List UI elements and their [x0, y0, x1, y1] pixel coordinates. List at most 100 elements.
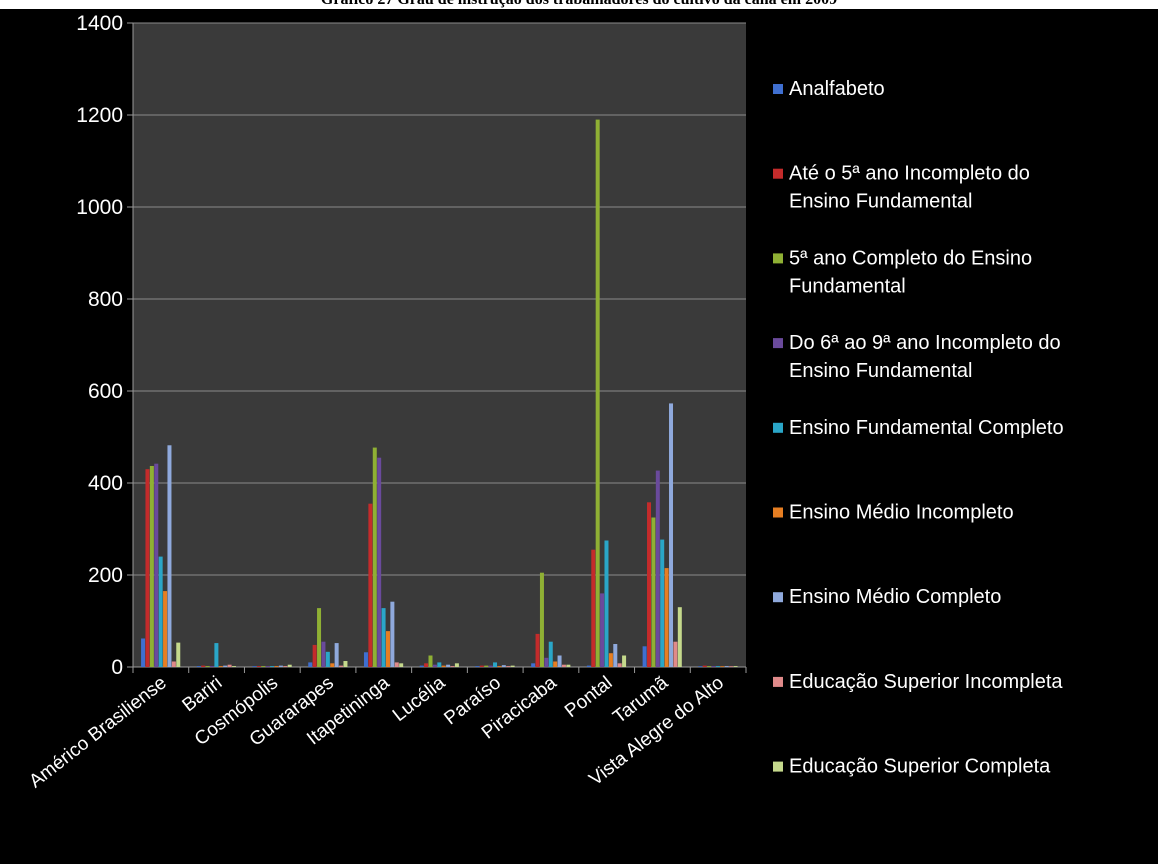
y-tick-label-800: 800 [88, 288, 123, 311]
bar-vista-alegre-do-alto-analfabeto [698, 666, 703, 667]
bar-americo-brasiliense-ensino-medio-completo [167, 445, 172, 667]
bar-piracicaba-ensino-fundamental-completo [548, 641, 553, 667]
bar-taruma-ensino-medio-incompleto [664, 568, 669, 667]
legend-item-ate-o-5-ano-incompleto-do-ensino-fundamental: Até o 5ª ano Incompleto do Ensino Fundame… [773, 163, 1030, 213]
bar-cosmopolis-educacao-superior-incompleta [283, 666, 288, 667]
bar-lucelia-educacao-superior-incompleta [450, 666, 455, 667]
bar-bariri-educacao-superior-incompleta [227, 664, 232, 667]
bar-taruma-educacao-superior-completa [677, 607, 682, 667]
bar-itapetininga-ensino-medio-completo [390, 601, 395, 667]
bar-americo-brasiliense-analfabeto [141, 638, 146, 667]
bar-paraiso-ate-o-5-ano-incompleto-do-ensino-fundamental [479, 665, 484, 667]
legend-label: Até o 5ª ano Incompleto do Ensino Fundame… [789, 163, 1030, 213]
legend-label: Ensino Médio Completo [789, 586, 1001, 608]
x-category-label-americo-brasiliense: Américo Brasiliense [25, 672, 170, 792]
legend-label: 5ª ano Completo do Ensino Fundamental [789, 247, 1032, 297]
bar-bariri-ensino-fundamental-completo [214, 643, 219, 667]
bar-guararapes-ensino-medio-completo [334, 643, 339, 667]
bar-itapetininga-analfabeto [363, 652, 368, 667]
legend-item-do-6-ao-9-ano-incompleto-do-ensino-fundamental: Do 6ª ao 9ª ano Incompleto do Ensino Fund… [773, 332, 1061, 382]
legend-label: Educação Superior Completa [789, 756, 1051, 778]
bar-americo-brasiliense-educacao-superior-completa [176, 642, 181, 667]
legend-swatch [773, 761, 783, 772]
bar-lucelia-ensino-medio-incompleto [441, 665, 446, 667]
bar-guararapes-do-6-ao-9-ano-incompleto-do-ensino-fundamental [321, 641, 326, 667]
bar-piracicaba-do-6-ao-9-ano-incompleto-do-ensino-fundamental [544, 657, 549, 667]
bar-lucelia-ate-o-5-ano-incompleto-do-ensino-fundamental [424, 663, 429, 667]
bar-cosmopolis-analfabeto [252, 666, 257, 667]
bar-paraiso-ensino-medio-completo [501, 665, 506, 667]
bar-itapetininga-educacao-superior-completa [399, 663, 404, 667]
legend-item-5-ano-completo-do-ensino-fundamental: 5ª ano Completo do Ensino Fundamental [773, 247, 1032, 297]
y-tick-label-400: 400 [88, 472, 123, 495]
bar-pontal-analfabeto [586, 665, 591, 667]
bar-americo-brasiliense-ensino-fundamental-completo [158, 556, 163, 667]
bar-guararapes-educacao-superior-completa [343, 661, 348, 667]
bar-lucelia-do-6-ao-9-ano-incompleto-do-ensino-fundamental [432, 664, 437, 667]
bar-taruma-educacao-superior-incompleta [673, 641, 678, 667]
bar-cosmopolis-ensino-medio-completo [278, 665, 283, 667]
bar-guararapes-5-ano-completo-do-ensino-fundamental [317, 608, 322, 667]
bar-itapetininga-ate-o-5-ano-incompleto-do-ensino-fundamental [368, 503, 373, 667]
bar-cosmopolis-ensino-medio-incompleto [274, 666, 279, 667]
x-category-label-lucelia: Lucélia [389, 672, 450, 726]
bar-americo-brasiliense-5-ano-completo-do-ensino-fundamental [149, 465, 154, 667]
y-tick-label-1000: 1000 [76, 196, 123, 219]
y-tick-label-200: 200 [88, 564, 123, 587]
bar-paraiso-ensino-fundamental-completo [493, 662, 498, 667]
bar-pontal-educacao-superior-incompleta [617, 663, 622, 667]
bar-pontal-educacao-superior-completa [622, 655, 627, 667]
bar-chart: 0 200 400 600 800 1000 1200 1400 Américo Brasil… [25, 12, 1064, 792]
y-tick-label-1200: 1200 [76, 104, 123, 127]
bar-itapetininga-do-6-ao-9-ano-incompleto-do-ensino-fundamental [377, 457, 382, 667]
bar-americo-brasiliense-do-6-ao-9-ano-incompleto-do-ensino-fundamental [154, 463, 159, 667]
plot-background [133, 23, 746, 667]
bar-vista-alegre-do-alto-educacao-superior-incompleta [729, 666, 734, 667]
bar-guararapes-ensino-medio-incompleto [330, 663, 335, 667]
bar-vista-alegre-do-alto-ensino-medio-incompleto [720, 666, 725, 667]
bar-lucelia-ensino-fundamental-completo [437, 662, 442, 667]
bar-paraiso-educacao-superior-completa [510, 665, 515, 667]
bar-lucelia-analfabeto [419, 665, 424, 667]
legend-item-analfabeto: Analfabeto [773, 78, 885, 100]
bar-taruma-analfabeto [642, 646, 647, 667]
legend-label: Ensino Fundamental Completo [789, 417, 1064, 439]
y-tick-label-0: 0 [111, 656, 123, 679]
bar-guararapes-analfabeto [308, 662, 313, 667]
bar-piracicaba-educacao-superior-incompleta [561, 664, 566, 667]
bar-bariri-5-ano-completo-do-ensino-fundamental [205, 666, 210, 667]
bar-cosmopolis-ate-o-5-ano-incompleto-do-ensino-fundamental [256, 666, 261, 667]
legend-swatch [773, 84, 783, 94]
bar-cosmopolis-ensino-fundamental-completo [270, 666, 275, 667]
bar-bariri-educacao-superior-completa [231, 666, 236, 667]
legend-item-ensino-fundamental-completo: Ensino Fundamental Completo [773, 417, 1064, 439]
legend-swatch [773, 168, 783, 179]
chart-title: Gráfico 27 Grau de instrução dos trabalh… [0, 0, 1158, 13]
bar-itapetininga-educacao-superior-incompleta [394, 662, 399, 667]
bar-pontal-ate-o-5-ano-incompleto-do-ensino-fundamental [591, 549, 596, 667]
bar-americo-brasiliense-ensino-medio-incompleto [163, 591, 168, 667]
bar-paraiso-analfabeto [475, 666, 480, 667]
bar-vista-alegre-do-alto-ensino-fundamental-completo [715, 666, 720, 667]
bar-taruma-ensino-medio-completo [669, 403, 674, 667]
chart-area: 0 200 400 600 800 1000 1200 1400 Américo Brasil… [0, 9, 1158, 864]
bar-guararapes-educacao-superior-incompleta [339, 665, 344, 667]
bar-pontal-do-6-ao-9-ano-incompleto-do-ensino-fundamental [600, 593, 605, 667]
bar-taruma-do-6-ao-9-ano-incompleto-do-ensino-fundamental [655, 470, 660, 667]
legend-swatch [773, 676, 783, 687]
bar-pontal-ensino-medio-completo [613, 644, 618, 667]
legend-item-ensino-medio-incompleto: Ensino Médio Incompleto [773, 502, 1014, 524]
bar-guararapes-ate-o-5-ano-incompleto-do-ensino-fundamental [312, 644, 317, 667]
bar-piracicaba-5-ano-completo-do-ensino-fundamental [539, 572, 544, 667]
legend-label: Ensino Médio Incompleto [789, 502, 1014, 524]
x-category-label-bariri: Bariri [178, 672, 226, 716]
bar-pontal-5-ano-completo-do-ensino-fundamental [595, 119, 600, 668]
bar-americo-brasiliense-ate-o-5-ano-incompleto-do-ensino-fundamental [145, 469, 150, 667]
bar-paraiso-do-6-ao-9-ano-incompleto-do-ensino-fundamental [488, 665, 493, 667]
bar-lucelia-5-ano-completo-do-ensino-fundamental [428, 655, 433, 667]
bar-cosmopolis-do-6-ao-9-ano-incompleto-do-ensino-fundamental [265, 666, 270, 667]
bar-piracicaba-educacao-superior-completa [566, 664, 571, 667]
bar-vista-alegre-do-alto-educacao-superior-completa [733, 666, 738, 667]
bar-guararapes-ensino-fundamental-completo [325, 651, 330, 667]
legend-label: Do 6ª ao 9ª ano Incompleto do Ensino Fund… [789, 332, 1061, 382]
